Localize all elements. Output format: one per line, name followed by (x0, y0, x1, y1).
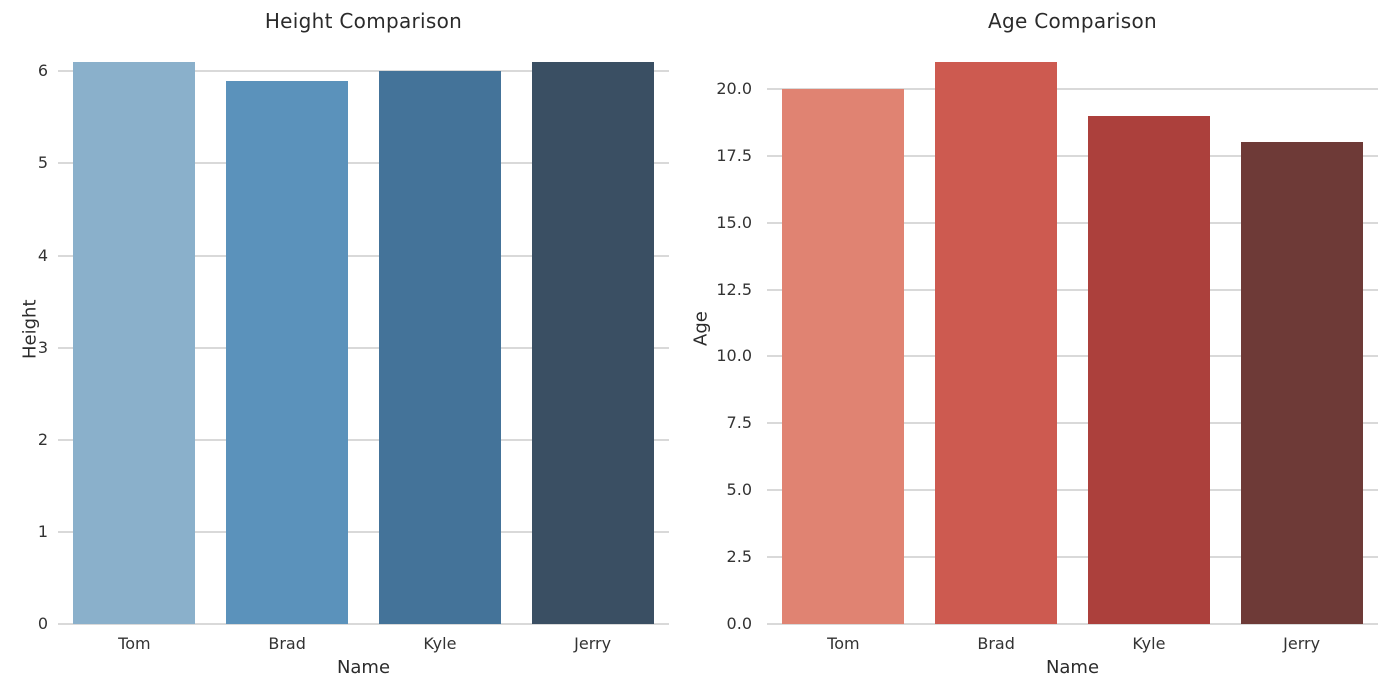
y-tick-label: 6 (37, 61, 48, 81)
gridline-y-2.5 (767, 556, 1378, 559)
bar-jerry (531, 62, 654, 624)
bar-tom (782, 88, 905, 624)
gridline-y-20.0 (767, 87, 1378, 90)
gridline-y-6 (58, 70, 669, 73)
x-tick-label-brad: Brad (268, 634, 306, 653)
y-tick-label: 5.0 (726, 480, 752, 500)
y-tick-label: 0 (37, 614, 48, 633)
x-axis: Tom Brad Kyle Jerry (767, 634, 1378, 654)
bar-brad (226, 80, 349, 624)
x-tick-label-kyle: Kyle (423, 634, 457, 653)
bar-jerry (1240, 142, 1363, 624)
bar-kyle (378, 71, 501, 624)
gridline-y-10.0 (767, 355, 1378, 358)
x-tick-label-tom: Tom (827, 634, 860, 653)
gridline-y-3 (58, 346, 669, 349)
x-tick-label-kyle: Kyle (1132, 634, 1166, 653)
bar-kyle (1087, 115, 1210, 624)
y-tick-label: 12.5 (716, 279, 752, 299)
gridline-y-7.5 (767, 422, 1378, 425)
y-tick-label: 10.0 (716, 346, 752, 366)
y-axis-label: Age (690, 311, 712, 347)
gridline-y-12.5 (767, 288, 1378, 291)
y-axis: 0.0 2.5 5.0 7.5 10.0 12.5 15.0 17.5 20.0 (709, 34, 767, 632)
x-tick-label-jerry: Jerry (1283, 634, 1321, 653)
y-tick-label: 4 (37, 245, 48, 265)
gridline-y-1 (58, 530, 669, 533)
y-tick-label: 7.5 (726, 413, 752, 433)
gridline-y-5.0 (767, 489, 1378, 492)
y-tick-label: 2.5 (726, 547, 752, 567)
y-tick-label: 1 (37, 521, 48, 541)
gridline-y-17.5 (767, 154, 1378, 157)
x-axis: Tom Brad Kyle Jerry (58, 634, 669, 654)
y-tick-label: 17.5 (716, 145, 752, 165)
bar-brad (935, 62, 1058, 624)
gridline-y-4 (58, 254, 669, 257)
chart-title: Age Comparison (988, 9, 1157, 33)
y-tick-label: 5 (37, 153, 48, 173)
y-tick-label: 20.0 (716, 78, 752, 98)
y-tick-label: 15.0 (716, 212, 752, 232)
plot-area (767, 34, 1378, 625)
x-tick-label-tom: Tom (118, 634, 151, 653)
bar-tom (73, 62, 196, 624)
x-tick-label-brad: Brad (977, 634, 1015, 653)
y-tick-label: 0.0 (726, 614, 752, 633)
gridline-y-15.0 (767, 221, 1378, 224)
plot-area (58, 34, 669, 625)
y-tick-label: 2 (37, 429, 48, 449)
chart-title: Height Comparison (264, 9, 463, 33)
x-axis-label: Name (336, 657, 391, 678)
y-tick-label: 3 (37, 337, 48, 357)
x-tick-label-jerry: Jerry (574, 634, 612, 653)
gridline-y-0.0 (767, 623, 1378, 625)
chart-age-comparison: Age Comparison Age 0.0 2.5 5.0 7.5 10.0 12.5 1… (691, 0, 1389, 690)
gridline-y-0 (58, 623, 669, 625)
gridline-y-2 (58, 438, 669, 441)
y-axis: 0 1 2 3 4 5 6 (0, 34, 58, 633)
x-axis-label: Name (1045, 657, 1100, 678)
gridline-y-5 (58, 162, 669, 165)
